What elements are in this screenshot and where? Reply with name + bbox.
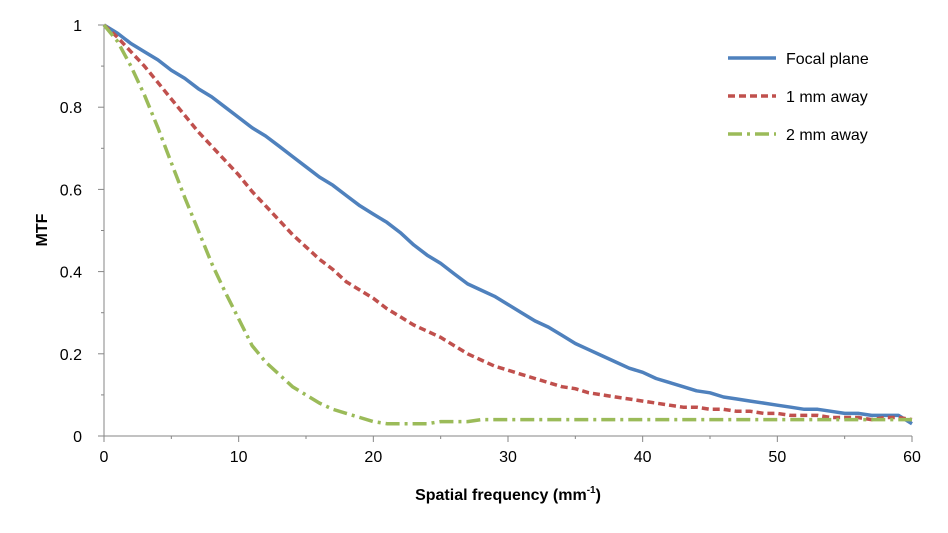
y-tick-label: 0.6 [60, 182, 82, 199]
x-axis-title: Spatial frequency (mm-1) [415, 485, 601, 504]
x-tick-label: 20 [364, 449, 382, 466]
y-tick-label: 0 [73, 429, 82, 446]
series-line-2 [102, 23, 913, 422]
x-axis-title-superscript: -1 [587, 485, 596, 496]
x-tick-label: 50 [768, 449, 786, 466]
legend: Focal plane 1 mm away 2 mm away [728, 51, 869, 144]
x-tick-label: 60 [903, 449, 921, 466]
x-axis-title-suffix: ) [596, 487, 601, 504]
x-axis-title-main: Spatial frequency (mm [415, 487, 587, 504]
y-tick-label: 0.4 [60, 265, 82, 282]
y-tick-label: 1 [73, 18, 82, 35]
x-tick-label: 30 [499, 449, 517, 466]
x-tick-label: 0 [100, 449, 109, 466]
legend-label-2: 1 mm away [786, 89, 868, 106]
y-axis-title: MTF [34, 213, 51, 246]
x-tick-label: 40 [634, 449, 652, 466]
tick-labels: 00.20.40.60.810 10 20 30 40 50 60 [60, 18, 921, 466]
plot-lines [102, 23, 913, 426]
series-line-1 [103, 23, 913, 426]
x-tick-label: 10 [230, 449, 248, 466]
series-line-3 [102, 23, 912, 426]
axes [103, 25, 912, 437]
y-tick-label: 0.8 [60, 100, 82, 117]
legend-label-1: Focal plane [786, 51, 869, 68]
ticks [98, 24, 913, 442]
y-tick-label: 0.2 [60, 347, 82, 364]
legend-label-3: 2 mm away [786, 127, 868, 144]
